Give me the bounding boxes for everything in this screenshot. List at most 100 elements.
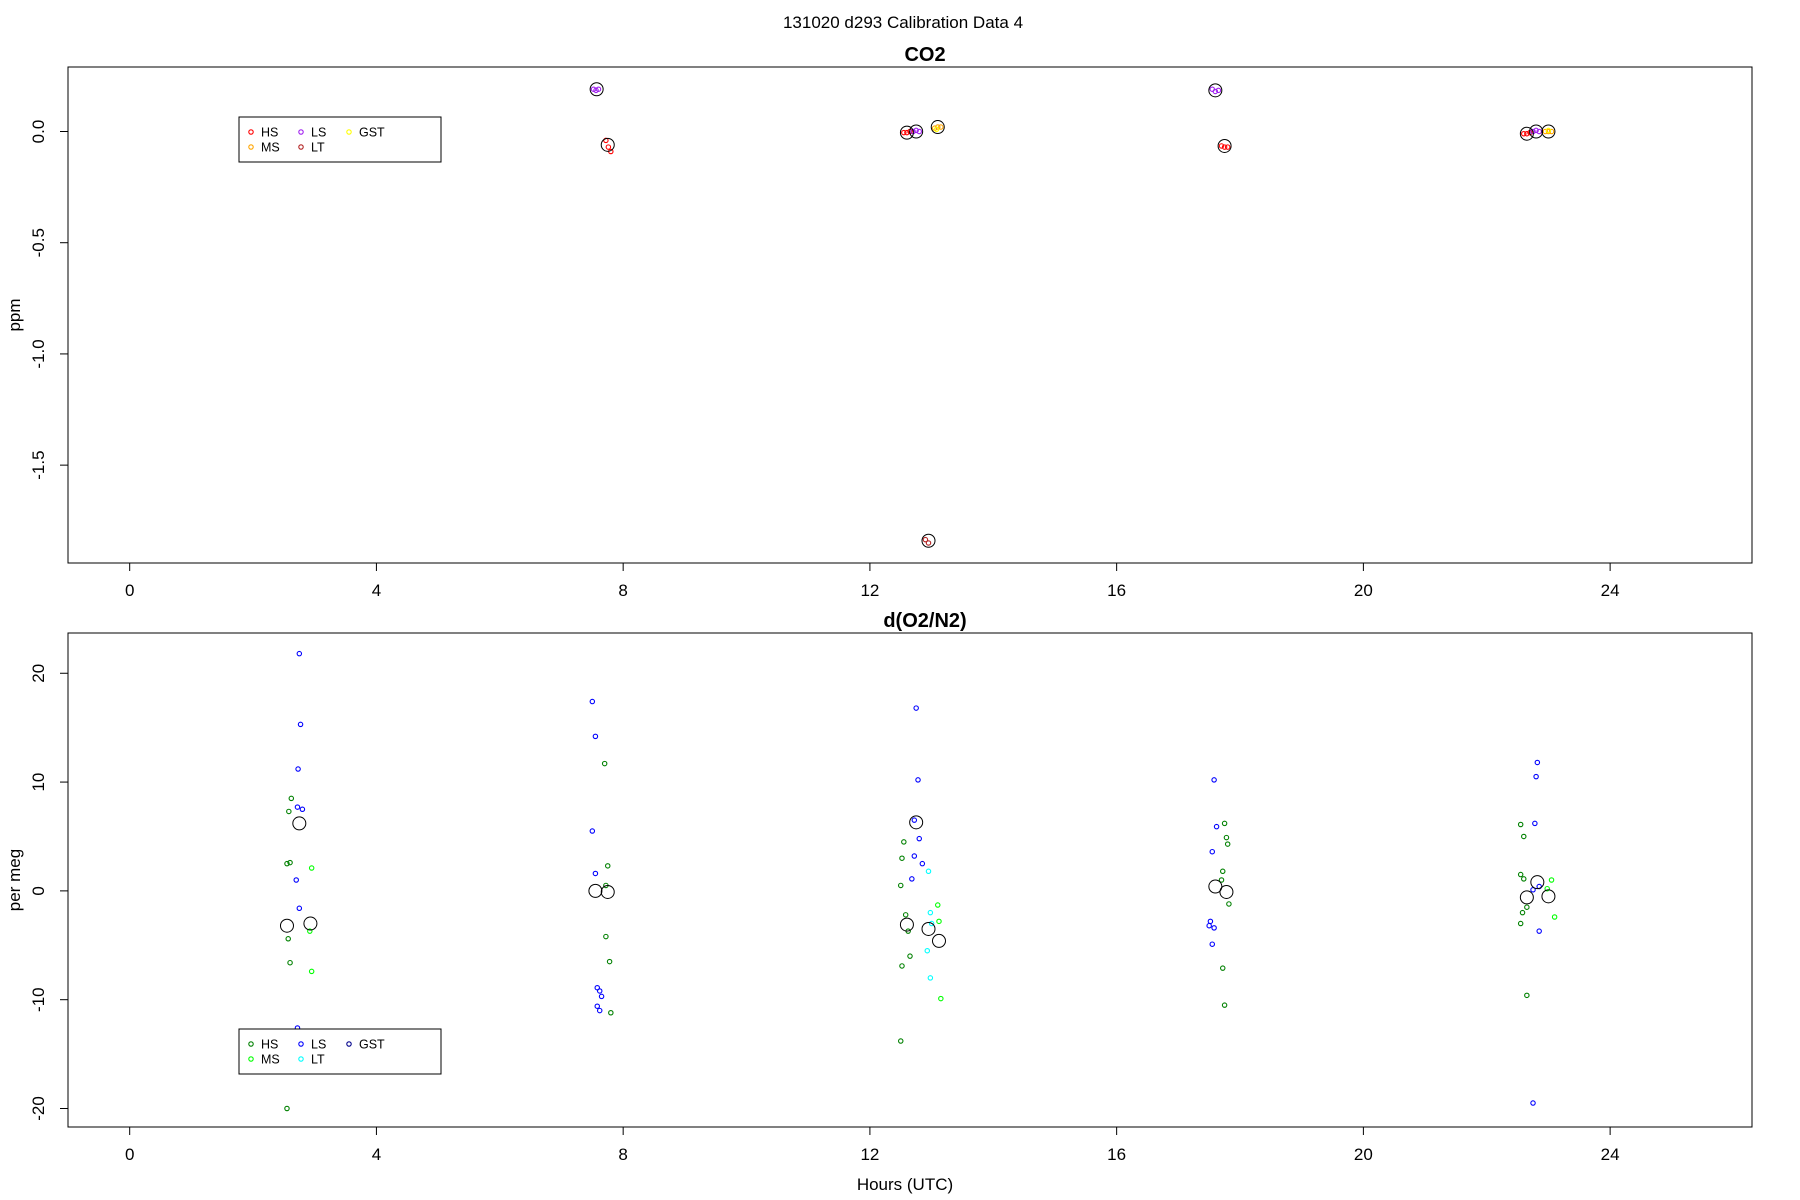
o2n2-point-ls [1213,823,1220,830]
co2-point-hs [1524,130,1530,137]
o2n2-point-hs [284,1105,290,1112]
o2n2-point-hs [1519,909,1526,916]
co2-point-ls [1215,87,1222,94]
o2n2-point-hs [285,936,291,942]
o2n2-mean-marker [600,884,615,899]
o2n2-x-tick-label: 12 [860,1145,879,1164]
co2-legend-label: LS [311,126,326,140]
co2-point-ms [1548,128,1555,135]
co2-legend-label: HS [261,126,278,140]
o2n2-point-ls [1536,928,1542,934]
o2n2-point-ls [915,777,921,783]
o2n2-point-hs [284,860,290,867]
o2n2-point-hs [901,839,907,845]
o2n2-point-hs [1221,820,1228,827]
o2n2-point-hs [1517,821,1524,828]
o2n2-point-hs [287,959,293,966]
co2-mean-marker [1541,124,1556,139]
o2n2-points [279,650,1558,1112]
o2n2-mean-marker [588,883,603,898]
o2n2-point-hs [897,1038,904,1044]
co2-legend-label: MS [261,141,280,155]
o2n2-point-ms [1548,877,1555,883]
o2n2-mean-marker [931,933,946,948]
co2-panel: CO2 0 4 8 12 16 20 24 0.0 -0.5 -1.0 -1.5 ppm HSMS… [5,44,1753,600]
o2n2-x-tick-label: 16 [1107,1145,1126,1164]
o2n2-mean-marker [1519,890,1534,905]
o2n2-mean-marker [921,921,936,936]
co2-point-ls [913,127,919,134]
o2n2-point-lt [924,947,931,954]
o2n2-point-lt [927,909,934,916]
co2-mean-marker [921,533,936,548]
co2-point-hs [901,129,907,136]
co2-point-gst [933,126,940,133]
o2n2-point-ls [1207,918,1214,925]
o2n2-point-ms [935,902,941,908]
co2-point-hs [904,129,910,136]
co2-mean-marker [1208,83,1223,98]
co2-x-tick-label: 12 [860,581,879,600]
co2-legend-label: LT [311,141,325,155]
o2n2-point-hs [1223,834,1230,841]
o2n2-mean-marker [1208,879,1223,894]
co2-point-ls [1533,127,1539,134]
o2n2-point-hs [899,855,905,861]
co2-legend-marker [298,144,304,150]
o2n2-point-ls [296,905,303,912]
o2n2-mean-marker [1541,889,1556,904]
co2-points [589,82,1556,548]
o2n2-point-ls [295,766,301,772]
co2-y-axis-label: ppm [5,298,24,331]
o2n2-point-ls [909,876,915,882]
co2-x-tick-label: 4 [372,581,381,600]
o2n2-panel-title: d(O2/N2) [883,610,966,632]
o2n2-point-hs [1224,841,1231,847]
o2n2-point-hs [897,882,904,889]
o2n2-mean-marker [1530,875,1545,890]
o2n2-mean-marker [899,917,914,932]
o2n2-y-tick-label: 10 [29,773,48,792]
o2n2-y-tick-label: 20 [29,664,48,683]
co2-x-tick-label: 16 [1107,581,1126,600]
co2-point-hs [1521,130,1527,137]
o2n2-legend-label: LS [311,1038,326,1052]
o2n2-point-hs [1524,992,1530,999]
o2n2-point-hs [1219,868,1226,875]
co2-mean-marker [930,120,945,135]
co2-mean-marker [909,124,924,139]
x-axis-label: Hours (UTC) [857,1175,953,1194]
o2n2-point-ls [1532,820,1538,827]
o2n2-point-hs [1219,965,1226,971]
co2-legend-marker [248,144,254,150]
o2n2-point-ls [916,835,923,842]
co2-y-tick-label: -1.0 [29,339,48,368]
o2n2-point-ls [594,1003,601,1009]
o2n2-point-ms [1544,885,1550,892]
o2n2-point-ms [308,968,315,975]
co2-point-ms [1542,128,1549,135]
o2n2-point-ls [913,705,919,711]
o2n2-legend-marker [248,1041,254,1047]
o2n2-point-lt [928,920,935,927]
o2n2-legend-label: HS [261,1038,278,1052]
o2n2-point-ls [1533,773,1539,780]
o2n2-point-ls [1206,922,1212,929]
co2-y-axis: 0.0 -0.5 -1.0 -1.5 [29,120,69,480]
o2n2-point-hs [1517,920,1524,927]
o2n2-x-tick-label: 0 [125,1145,134,1164]
o2n2-point-hs [1226,901,1232,907]
o2n2-point-hs [606,958,613,965]
o2n2-point-hs [603,933,609,940]
o2n2-mean-marker [909,815,924,830]
o2n2-y-tick-label: 0 [29,886,48,895]
o2n2-legend-marker [346,1041,352,1047]
co2-legend-marker [346,129,352,135]
o2n2-point-ms [307,928,313,934]
o2n2-point-ls [598,993,605,1000]
o2n2-point-hs [1524,904,1530,910]
co2-point-hs [1224,144,1231,150]
o2n2-point-hs [907,953,913,959]
o2n2-point-ls [1209,848,1216,855]
